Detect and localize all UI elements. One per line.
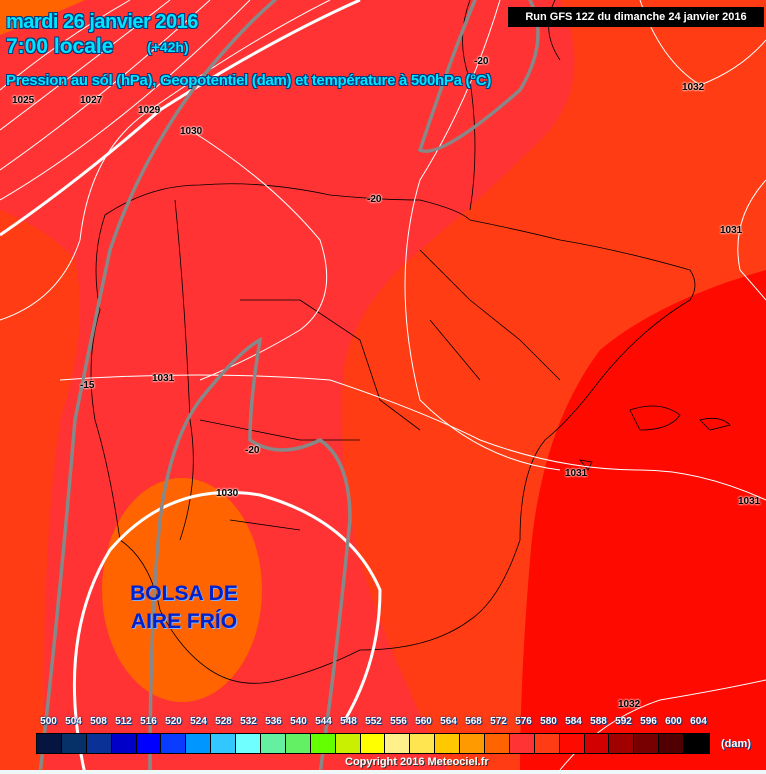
contour-label: 1031	[152, 373, 175, 384]
legend-unit: (dam)	[721, 738, 751, 750]
legend-level-label: 588	[590, 716, 607, 727]
contour-label: -20	[367, 194, 382, 205]
legend-level-label: 604	[690, 716, 707, 727]
legend-level-label: 540	[290, 716, 307, 727]
legend-level-label: 568	[465, 716, 482, 727]
legend-swatch	[111, 734, 137, 753]
forecast-time: 7:00 locale	[6, 35, 114, 58]
contour-label: -20	[245, 445, 260, 456]
legend-level-label: 500	[40, 716, 57, 727]
legend-level-label: 572	[490, 716, 507, 727]
legend-level-label: 596	[640, 716, 657, 727]
legend-swatch	[86, 734, 112, 753]
legend-level-label: 524	[190, 716, 207, 727]
legend-swatch	[37, 734, 62, 753]
legend-level-label: 544	[315, 716, 332, 727]
legend-level-label: 556	[390, 716, 407, 727]
legend-level-label: 520	[165, 716, 182, 727]
contour-label: 1031	[565, 468, 588, 479]
legend-level-label: 516	[140, 716, 157, 727]
legend-swatch	[460, 734, 486, 753]
field-580-west	[0, 210, 80, 774]
run-info: Run GFS 12Z du dimanche 24 janvier 2016	[508, 7, 764, 27]
contour-label: 1025	[12, 95, 35, 106]
legend-swatch	[211, 734, 237, 753]
contour-label: 1030	[216, 488, 239, 499]
legend-level-label: 584	[565, 716, 582, 727]
forecast-date: mardi 26 janvier 2016	[6, 11, 198, 33]
bottom-strip	[0, 770, 766, 774]
legend-swatch	[534, 734, 560, 753]
field-584-southeast	[520, 270, 766, 774]
legend-level-label: 580	[540, 716, 557, 727]
annotation-line: AIRE FRÍO	[130, 610, 238, 633]
legend-swatch	[634, 734, 660, 753]
legend-swatch	[360, 734, 386, 753]
field-572-cold-pool	[102, 478, 262, 702]
legend-swatch	[335, 734, 361, 753]
contour-label: 1032	[618, 699, 641, 710]
legend-swatch	[285, 734, 311, 753]
legend-swatch	[61, 734, 87, 753]
legend-swatch	[485, 734, 510, 753]
legend-swatch	[659, 734, 685, 753]
color-legend	[36, 733, 711, 754]
contour-label: 1030	[180, 126, 203, 137]
cold-pool-annotation: BOLSA DE AIRE FRÍO	[100, 580, 268, 636]
legend-level-label: 504	[65, 716, 82, 727]
contour-label: -20	[474, 56, 489, 67]
legend-level-label: 600	[665, 716, 682, 727]
legend-swatch	[161, 734, 187, 753]
contour-label: 1027	[80, 95, 103, 106]
contour-label: 1031	[720, 225, 743, 236]
legend-swatch	[584, 734, 610, 753]
legend-swatch	[310, 734, 336, 753]
contour-label: 1029	[138, 105, 161, 116]
legend-level-label: 548	[340, 716, 357, 727]
legend-level-label: 560	[415, 716, 432, 727]
legend-swatch	[385, 734, 411, 753]
legend-swatch	[261, 734, 286, 753]
legend-level-label: 592	[615, 716, 632, 727]
legend-swatch	[435, 734, 461, 753]
legend-level-label: 564	[440, 716, 457, 727]
field-572-topleft	[0, 0, 85, 35]
legend-level-label: 536	[265, 716, 282, 727]
legend-level-label: 552	[365, 716, 382, 727]
legend-level-label: 528	[215, 716, 232, 727]
legend-swatch	[136, 734, 162, 753]
legend-level-label: 512	[115, 716, 132, 727]
legend-swatch	[509, 734, 535, 753]
legend-level-label: 532	[240, 716, 257, 727]
geopotential-lines	[38, 0, 540, 774]
legend-swatch	[236, 734, 262, 753]
contour-label: -15	[80, 380, 95, 391]
annotation-line: BOLSA DE	[130, 582, 238, 605]
copyright: Copyright 2016 Meteociel.fr	[345, 756, 489, 768]
forecast-lead: (+42h)	[147, 39, 189, 55]
contour-label: 1031	[738, 496, 761, 507]
legend-level-label: 508	[90, 716, 107, 727]
legend-swatch	[410, 734, 436, 753]
legend-swatch	[684, 734, 710, 753]
legend-swatch	[559, 734, 585, 753]
contour-label: 1032	[682, 82, 705, 93]
isobars-1030	[0, 0, 382, 774]
legend-swatch	[609, 734, 635, 753]
map-description: Pression au sól (hPa), Geopotentiel (dam…	[6, 72, 492, 89]
legend-swatch	[186, 734, 212, 753]
legend-labels: 500 504 508 512 516 520 524 528 532 536 540 544 548 5…	[36, 716, 711, 727]
legend-level-label: 576	[515, 716, 532, 727]
